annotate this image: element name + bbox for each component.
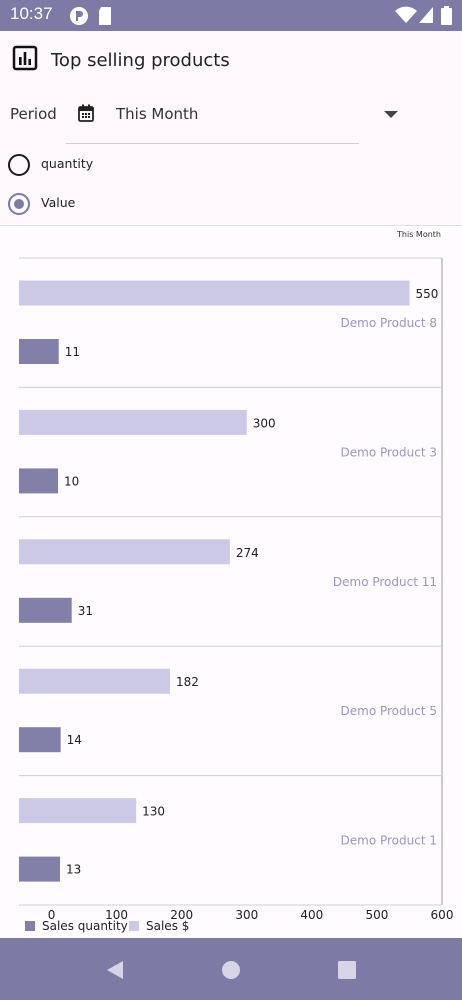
bar-sales — [19, 409, 247, 435]
app-header: Top selling products — [0, 31, 462, 91]
bar-chart-icon — [12, 45, 38, 71]
sd-card-icon — [99, 7, 111, 25]
x-tick-label: 600 — [431, 908, 454, 922]
legend-swatch-quantity — [25, 921, 35, 931]
category-label: Demo Product 1 — [341, 834, 437, 848]
bar-value-sales: 300 — [253, 416, 276, 430]
x-tick-label: 300 — [235, 908, 258, 922]
radio-unselected-icon[interactable] — [8, 154, 30, 176]
divider — [0, 225, 462, 226]
chart-area: This Month 550 Demo Product 8 11 300 Demo Pro… — [0, 226, 462, 938]
bar-chart: This Month 550 Demo Product 8 11 300 Demo Pro… — [19, 230, 454, 933]
category-label: Demo Product 11 — [333, 575, 437, 589]
signal-icon — [419, 7, 433, 23]
x-tick-label: 400 — [300, 908, 323, 922]
legend-swatch-sales — [129, 921, 139, 931]
bar-quantity — [19, 339, 59, 364]
bar-quantity — [19, 856, 60, 882]
radio-label-value: Value — [41, 195, 76, 210]
chevron-down-icon — [384, 111, 398, 118]
x-tick-label: 500 — [365, 908, 388, 922]
period-label: Period — [10, 105, 57, 123]
bar-value-quantity: 14 — [67, 733, 82, 747]
bar-sales — [19, 539, 230, 565]
category-label: Demo Product 8 — [341, 316, 437, 330]
legend-label-sales: Sales $ — [146, 919, 189, 933]
bar-value-sales: 182 — [176, 675, 199, 689]
bar-quantity — [19, 597, 72, 623]
status-time: 10:37 — [10, 4, 53, 23]
radio-quantity[interactable]: quantity — [0, 149, 200, 185]
x-tick-label: 100 — [105, 908, 128, 922]
radio-label-quantity: quantity — [41, 156, 94, 171]
radio-value[interactable]: Value — [0, 188, 200, 224]
bar-value-quantity: 13 — [66, 863, 81, 877]
bar-value-sales: 130 — [142, 805, 165, 819]
legend-label-quantity: Sales quantity — [42, 919, 128, 933]
navigation-bar — [0, 938, 462, 1000]
x-tick-label: 200 — [170, 908, 193, 922]
status-bar: 10:37 — [0, 0, 462, 31]
bar-sales — [19, 798, 137, 824]
radio-selected-icon[interactable] — [8, 193, 30, 215]
bar-value-quantity: 31 — [78, 604, 93, 618]
period-value: This Month — [116, 105, 199, 123]
chart-title: This Month — [396, 230, 441, 239]
battery-icon — [441, 6, 452, 25]
page-title: Top selling products — [51, 50, 230, 71]
calendar-icon — [78, 104, 94, 122]
app-notification-icon — [70, 7, 88, 25]
bar-sales — [19, 668, 170, 694]
bar-quantity — [19, 468, 59, 494]
back-icon[interactable] — [105, 960, 125, 980]
bar-quantity — [19, 727, 61, 753]
home-icon[interactable] — [221, 960, 241, 980]
bar-value-sales: 274 — [236, 546, 259, 560]
category-label: Demo Product 5 — [341, 704, 437, 718]
bar-sales — [19, 280, 410, 306]
period-dropdown[interactable]: This Month — [66, 91, 398, 144]
wifi-icon — [395, 6, 417, 23]
bar-value-quantity: 10 — [64, 474, 79, 488]
category-label: Demo Product 3 — [341, 445, 437, 459]
period-row: Period This Month — [0, 91, 462, 146]
bar-value-sales: 550 — [415, 287, 438, 301]
x-tick-label: 0 — [48, 908, 56, 922]
recents-icon[interactable] — [337, 960, 357, 980]
bar-value-quantity: 11 — [65, 345, 80, 359]
